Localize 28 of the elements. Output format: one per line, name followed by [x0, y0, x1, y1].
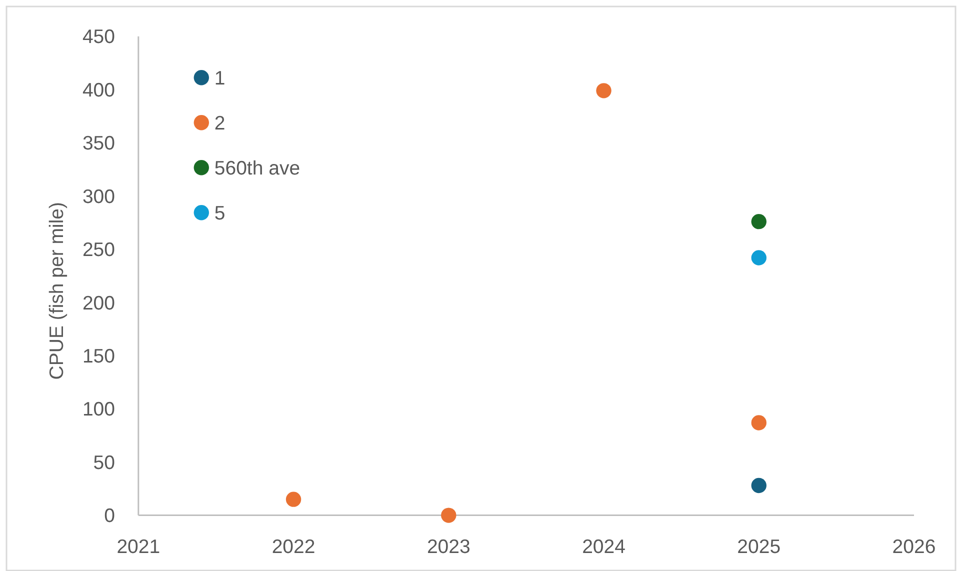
point	[751, 415, 766, 430]
point	[751, 250, 766, 266]
point	[596, 83, 612, 98]
legend-label: 5	[214, 202, 226, 224]
y-tick-label: 0	[104, 505, 116, 528]
legend-label: 560th ave	[214, 157, 300, 180]
y-tick-label: 100	[82, 398, 116, 421]
legend-label: 1	[214, 67, 226, 90]
y-axis-title: CPUE (fish per mile)	[46, 202, 68, 380]
y-tick-label: 400	[82, 79, 116, 102]
x-tick-label: 2023	[426, 536, 470, 558]
y-tick-label: 200	[82, 292, 116, 314]
y-tick-label: 150	[82, 345, 116, 368]
y-tick-label: 250	[82, 239, 116, 262]
point	[441, 508, 456, 523]
legend-label: 2	[214, 112, 226, 134]
y-tick-label: 350	[82, 132, 116, 155]
y-tick-label: 450	[82, 26, 116, 48]
x-tick-label: 2025	[737, 536, 781, 558]
y-tick-label: 300	[82, 186, 116, 208]
x-tick-label: 2022	[272, 536, 316, 558]
x-tick-label: 2024	[582, 536, 626, 558]
x-tick-label: 2021	[116, 536, 160, 558]
point	[286, 492, 302, 507]
point	[751, 214, 766, 230]
point	[751, 478, 766, 494]
x-tick-label: 2026	[892, 536, 936, 558]
y-tick-label: 50	[93, 452, 116, 474]
